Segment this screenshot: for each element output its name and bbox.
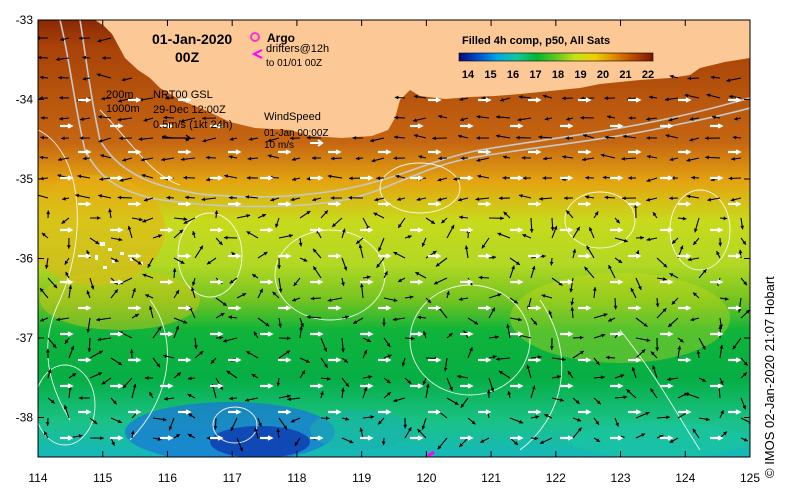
wind-date: 01-Jan 00:00Z — [264, 128, 329, 139]
colorbar-title: Filled 4h comp, p50, All Sats — [462, 35, 610, 47]
contour-200-label: 200m — [106, 89, 134, 101]
x-tick-label: 115 — [93, 471, 112, 485]
colorbar-tick-label: 22 — [642, 69, 654, 81]
model-date: 29-Dec 12:00Z — [153, 104, 226, 116]
x-tick-label: 123 — [611, 471, 631, 485]
y-tick-label: -37 — [16, 331, 34, 345]
x-tick-label: 125 — [740, 471, 760, 485]
plot-area: 01-Jan-2020 00Z Argo drifters@12h to 01/… — [25, 20, 753, 462]
colorbar-tick-label: 17 — [529, 69, 541, 81]
x-tick-label: 122 — [546, 471, 566, 485]
wind-title: WindSpeed — [264, 111, 321, 123]
x-tick-label: 121 — [481, 471, 501, 485]
current-scale-label: 0.5m/s (1kt 24h) — [153, 119, 232, 131]
x-tick-label: 116 — [158, 471, 177, 485]
model-label: NRT00 GSL — [153, 89, 213, 101]
wind-scale-label: 10 m/s — [264, 140, 294, 151]
y-tick-label: -35 — [16, 172, 34, 186]
x-tick-label: 124 — [675, 471, 695, 485]
warm-eddy-southwest — [40, 270, 200, 330]
colorbar-tick-label: 20 — [597, 69, 609, 81]
colorbar-ticks: 14 15 16 17 18 19 20 21 22 — [462, 69, 654, 81]
x-tick-label: 118 — [287, 471, 306, 485]
y-tick-label: -34 — [16, 93, 34, 107]
colorbar-tick-label: 18 — [552, 69, 564, 81]
drifters-label: drifters@12h — [266, 43, 329, 55]
y-tick-label: -36 — [16, 252, 34, 266]
colorbar — [459, 53, 653, 61]
y-tick-label: -33 — [16, 13, 34, 27]
map-date: 01-Jan-2020 — [152, 31, 232, 47]
x-tick-label: 119 — [352, 471, 371, 485]
credit-text: © IMOS 02-Jan-2020 21:07 Hobart — [762, 276, 777, 478]
colorbar-tick-label: 15 — [484, 69, 496, 81]
x-tick-label: 117 — [223, 471, 242, 485]
map-hour: 00Z — [175, 49, 200, 65]
x-tick-label: 120 — [416, 471, 436, 485]
colorbar-tick-label: 16 — [507, 69, 519, 81]
y-tick-label: -38 — [16, 411, 34, 425]
x-tick-label: 114 — [28, 471, 47, 485]
contour-1000-label: 1000m — [106, 103, 140, 115]
colorbar-tick-label: 19 — [574, 69, 586, 81]
colorbar-tick-label: 21 — [619, 69, 631, 81]
colorbar-tick-label: 14 — [462, 69, 475, 81]
cold-core-south — [210, 426, 310, 458]
drifters-sub: to 01/01 00Z — [266, 58, 322, 69]
